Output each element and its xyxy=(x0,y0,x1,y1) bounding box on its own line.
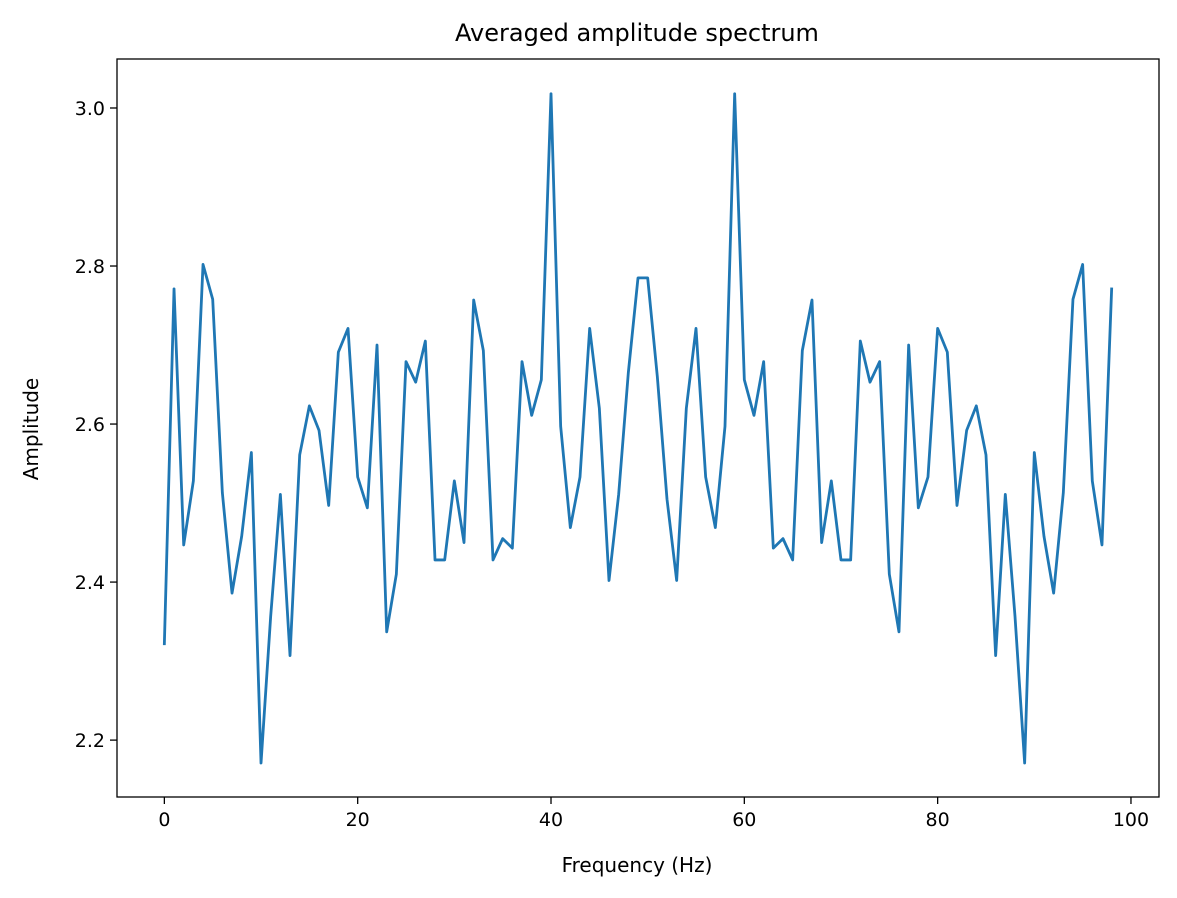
x-tick-label: 80 xyxy=(926,809,950,831)
x-axis-ticks: 0 20 40 60 80 100 xyxy=(158,797,1149,831)
plot-frame xyxy=(116,58,1160,798)
y-tick-label: 2.6 xyxy=(75,414,105,436)
series-layer xyxy=(162,92,1114,765)
x-tick-label: 40 xyxy=(539,809,563,831)
x-axis-label: Frequency (Hz) xyxy=(562,853,713,877)
y-tick-label: 2.8 xyxy=(75,256,105,278)
chart-title: Averaged amplitude spectrum xyxy=(455,19,819,47)
x-tick-label: 60 xyxy=(732,809,756,831)
x-tick-label: 20 xyxy=(346,809,370,831)
y-tick-label: 3.0 xyxy=(75,98,105,120)
y-axis-label: Amplitude xyxy=(19,378,43,481)
y-axis-ticks: 2.2 2.4 2.6 2.8 3.0 xyxy=(75,98,117,752)
y-tick-label: 2.4 xyxy=(75,572,105,594)
x-tick-label: 100 xyxy=(1113,809,1149,831)
series-line-0 xyxy=(162,92,1114,765)
y-tick-label: 2.2 xyxy=(75,730,105,752)
x-tick-label: 0 xyxy=(158,809,170,831)
